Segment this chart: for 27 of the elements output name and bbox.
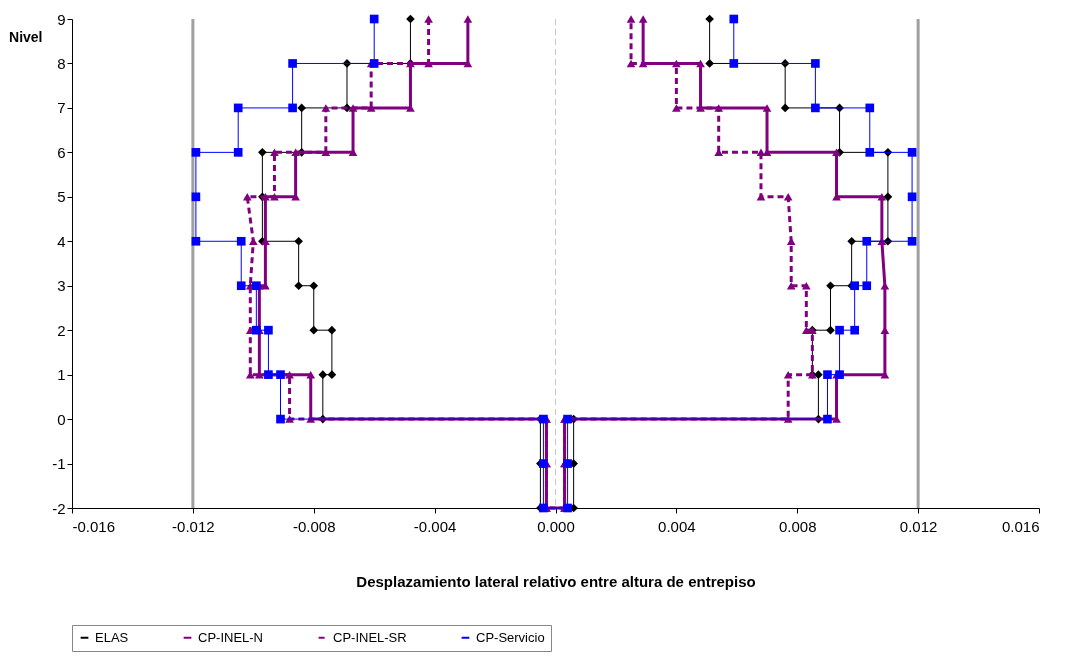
legend-label: CP-Servicio: [476, 629, 545, 645]
y-tick-label: 5: [57, 188, 66, 206]
y-tick-label: 6: [57, 143, 66, 161]
y-tick-label: 4: [57, 232, 66, 250]
y-tick-label: 9: [57, 10, 66, 28]
x-tick-label: 0.000: [537, 517, 575, 535]
legend-label: ELAS: [95, 629, 129, 645]
y-axis-title: Nivel: [9, 28, 43, 45]
x-tick-label: 0.008: [778, 517, 817, 535]
legend-label: CP-INEL-SR: [333, 629, 407, 645]
y-tick-label: 2: [57, 321, 66, 339]
x-tick-label: -0.008: [292, 517, 336, 535]
y-tick-label: -1: [52, 455, 66, 473]
y-tick-label: 8: [57, 54, 66, 72]
x-tick-label: 0.016: [1001, 517, 1040, 535]
x-tick-label: -0.016: [72, 517, 116, 535]
x-tick-label: 0.012: [899, 517, 938, 535]
y-tick-label: 3: [57, 277, 66, 295]
x-tick-label: 0.004: [658, 517, 696, 535]
x-tick-label: -0.004: [413, 517, 457, 535]
legend-label: CP-INEL-N: [198, 629, 264, 645]
y-tick-label: -2: [52, 499, 66, 517]
x-axis-title: Desplazamiento lateral relativo entre altura de entrepiso: [356, 572, 756, 590]
y-tick-label: 7: [57, 99, 66, 117]
x-tick-label: -0.012: [172, 517, 215, 535]
y-tick-label: 0: [57, 410, 66, 428]
y-tick-label: 1: [57, 366, 66, 384]
